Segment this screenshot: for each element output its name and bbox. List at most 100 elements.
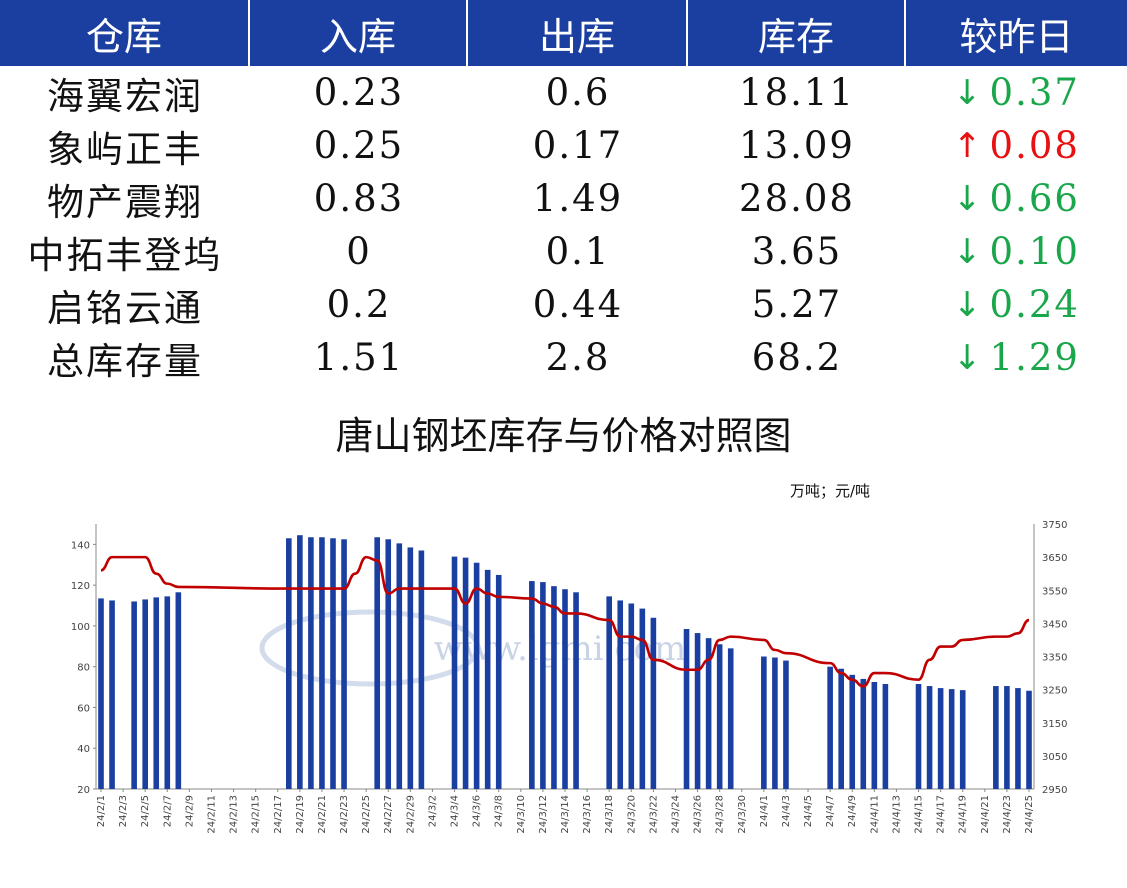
table-row: 启铭云通 0.2 0.44 5.27 ↓ 0.24 <box>0 278 1127 331</box>
row-inbound: 0.25 <box>313 124 405 167</box>
inventory-bar <box>838 668 844 789</box>
table-row: 海翼宏润 0.23 0.6 18.11 ↓ 0.37 <box>0 66 1127 119</box>
row-change: ↓ 0.66 <box>906 172 1127 225</box>
x-tick-label: 24/4/5 <box>803 795 814 827</box>
inventory-bar <box>374 537 380 789</box>
row-stock: 28.08 <box>739 177 855 220</box>
inventory-bar <box>540 582 546 789</box>
inventory-bar <box>761 656 767 789</box>
y-tick-label: 100 <box>71 622 90 633</box>
x-tick-label: 24/4/7 <box>825 795 836 827</box>
row-outbound: 2.8 <box>545 336 611 379</box>
inventory-bar <box>1004 686 1010 789</box>
inventory-bar <box>462 557 469 789</box>
inventory-bar <box>1015 688 1021 789</box>
inventory-bar <box>98 598 104 789</box>
x-tick-label: 24/3/28 <box>715 795 726 834</box>
arrow-down-icon: ↓ <box>953 178 984 219</box>
inventory-bar <box>341 539 347 789</box>
arrow-down-icon: ↓ <box>953 337 984 378</box>
row-warehouse-name: 物产震翔 <box>47 180 203 224</box>
inventory-bar <box>948 689 955 789</box>
row-change: ↓ 1.29 <box>906 331 1127 384</box>
inventory-bar <box>109 600 115 789</box>
y-tick-label: 20 <box>77 785 90 796</box>
x-tick-label: 24/3/4 <box>450 795 461 827</box>
inventory-bar <box>617 600 624 789</box>
inventory-bar <box>1026 690 1032 789</box>
y2-tick-label: 3550 <box>1042 586 1067 597</box>
inventory-bar <box>849 674 856 789</box>
x-tick-label: 24/4/13 <box>891 795 902 834</box>
y-tick-label: 120 <box>71 581 90 592</box>
inventory-bar <box>926 686 933 789</box>
row-change: ↓ 0.37 <box>906 66 1127 119</box>
table-row: 中拓丰登坞 0 0.1 3.65 ↓ 0.10 <box>0 225 1127 278</box>
inventory-bar <box>705 638 712 789</box>
y-tick-label: 40 <box>77 744 90 755</box>
x-tick-label: 24/3/16 <box>582 795 593 834</box>
y2-tick-label: 3450 <box>1042 619 1067 630</box>
inventory-bar <box>716 644 723 789</box>
inventory-bar <box>915 684 922 789</box>
row-warehouse-name: 启铭云通 <box>47 286 203 330</box>
inventory-bar <box>308 537 314 789</box>
y2-tick-label: 2950 <box>1042 785 1067 796</box>
x-tick-label: 24/2/23 <box>339 795 350 834</box>
inventory-bar <box>783 660 789 789</box>
x-tick-label: 24/3/6 <box>472 795 483 827</box>
x-tick-label: 24/2/17 <box>273 795 284 834</box>
row-warehouse-name: 总库存量 <box>47 339 203 383</box>
x-tick-label: 24/2/15 <box>251 795 262 834</box>
table-body: 海翼宏润 0.23 0.6 18.11 ↓ 0.37 象屿正丰 0.25 0.17 13.09 ↑ 0… <box>0 66 1127 384</box>
table-row: 物产震翔 0.83 1.49 28.08 ↓ 0.66 <box>0 172 1127 225</box>
x-tick-label: 24/3/30 <box>737 795 748 834</box>
row-outbound: 1.49 <box>532 177 624 220</box>
x-tick-label: 24/4/17 <box>936 795 947 834</box>
row-stock: 5.27 <box>751 283 843 326</box>
y2-tick-label: 3750 <box>1042 520 1067 531</box>
x-tick-label: 24/2/29 <box>405 795 416 834</box>
x-tick-label: 24/4/23 <box>1002 795 1013 834</box>
inventory-bar <box>330 538 336 789</box>
x-tick-label: 24/2/21 <box>317 795 328 834</box>
x-tick-label: 24/2/13 <box>229 795 240 834</box>
inventory-bar <box>551 586 557 789</box>
inventory-price-chart: www.lgmi.com2040608010012014029503050315… <box>71 520 1068 834</box>
x-tick-label: 24/3/8 <box>494 795 505 827</box>
y-tick-label: 80 <box>77 663 90 674</box>
y2-tick-label: 3650 <box>1042 553 1067 564</box>
row-inbound: 0.23 <box>313 71 405 114</box>
row-change: ↑ 0.08 <box>906 119 1127 172</box>
row-change: ↓ 0.24 <box>906 278 1127 331</box>
change-value: 0.66 <box>989 177 1080 220</box>
change-value: 1.29 <box>989 336 1080 379</box>
inventory-bar <box>529 581 535 789</box>
inventory-bar <box>562 589 568 789</box>
row-outbound: 0.44 <box>532 283 624 326</box>
row-outbound: 0.1 <box>545 230 611 273</box>
x-tick-label: 24/4/15 <box>914 795 925 834</box>
x-tick-label: 24/4/1 <box>759 795 770 827</box>
row-warehouse-name: 象屿正丰 <box>47 127 203 171</box>
arrow-down-icon: ↓ <box>953 72 984 113</box>
row-outbound: 0.6 <box>545 71 611 114</box>
row-inbound: 0 <box>346 230 372 273</box>
x-tick-label: 24/3/18 <box>604 795 615 834</box>
x-tick-label: 24/3/26 <box>693 795 704 834</box>
inventory-bar <box>827 666 833 789</box>
row-stock: 68.2 <box>751 336 843 379</box>
inventory-bar <box>407 547 414 789</box>
row-inbound: 0.2 <box>326 283 392 326</box>
row-inbound: 0.83 <box>313 177 405 220</box>
x-tick-label: 24/3/24 <box>670 795 681 834</box>
inventory-bar <box>882 684 889 789</box>
inventory-bar <box>484 569 491 789</box>
chart-title: 唐山钢坯库存与价格对照图 <box>335 414 792 458</box>
header-outbound: 出库 <box>468 0 688 66</box>
change-value: 0.10 <box>989 230 1080 273</box>
inventory-bar <box>175 592 182 789</box>
table-row: 总库存量 1.51 2.8 68.2 ↓ 1.29 <box>0 331 1127 384</box>
x-tick-label: 24/2/7 <box>162 795 173 827</box>
inventory-bar <box>297 535 303 789</box>
